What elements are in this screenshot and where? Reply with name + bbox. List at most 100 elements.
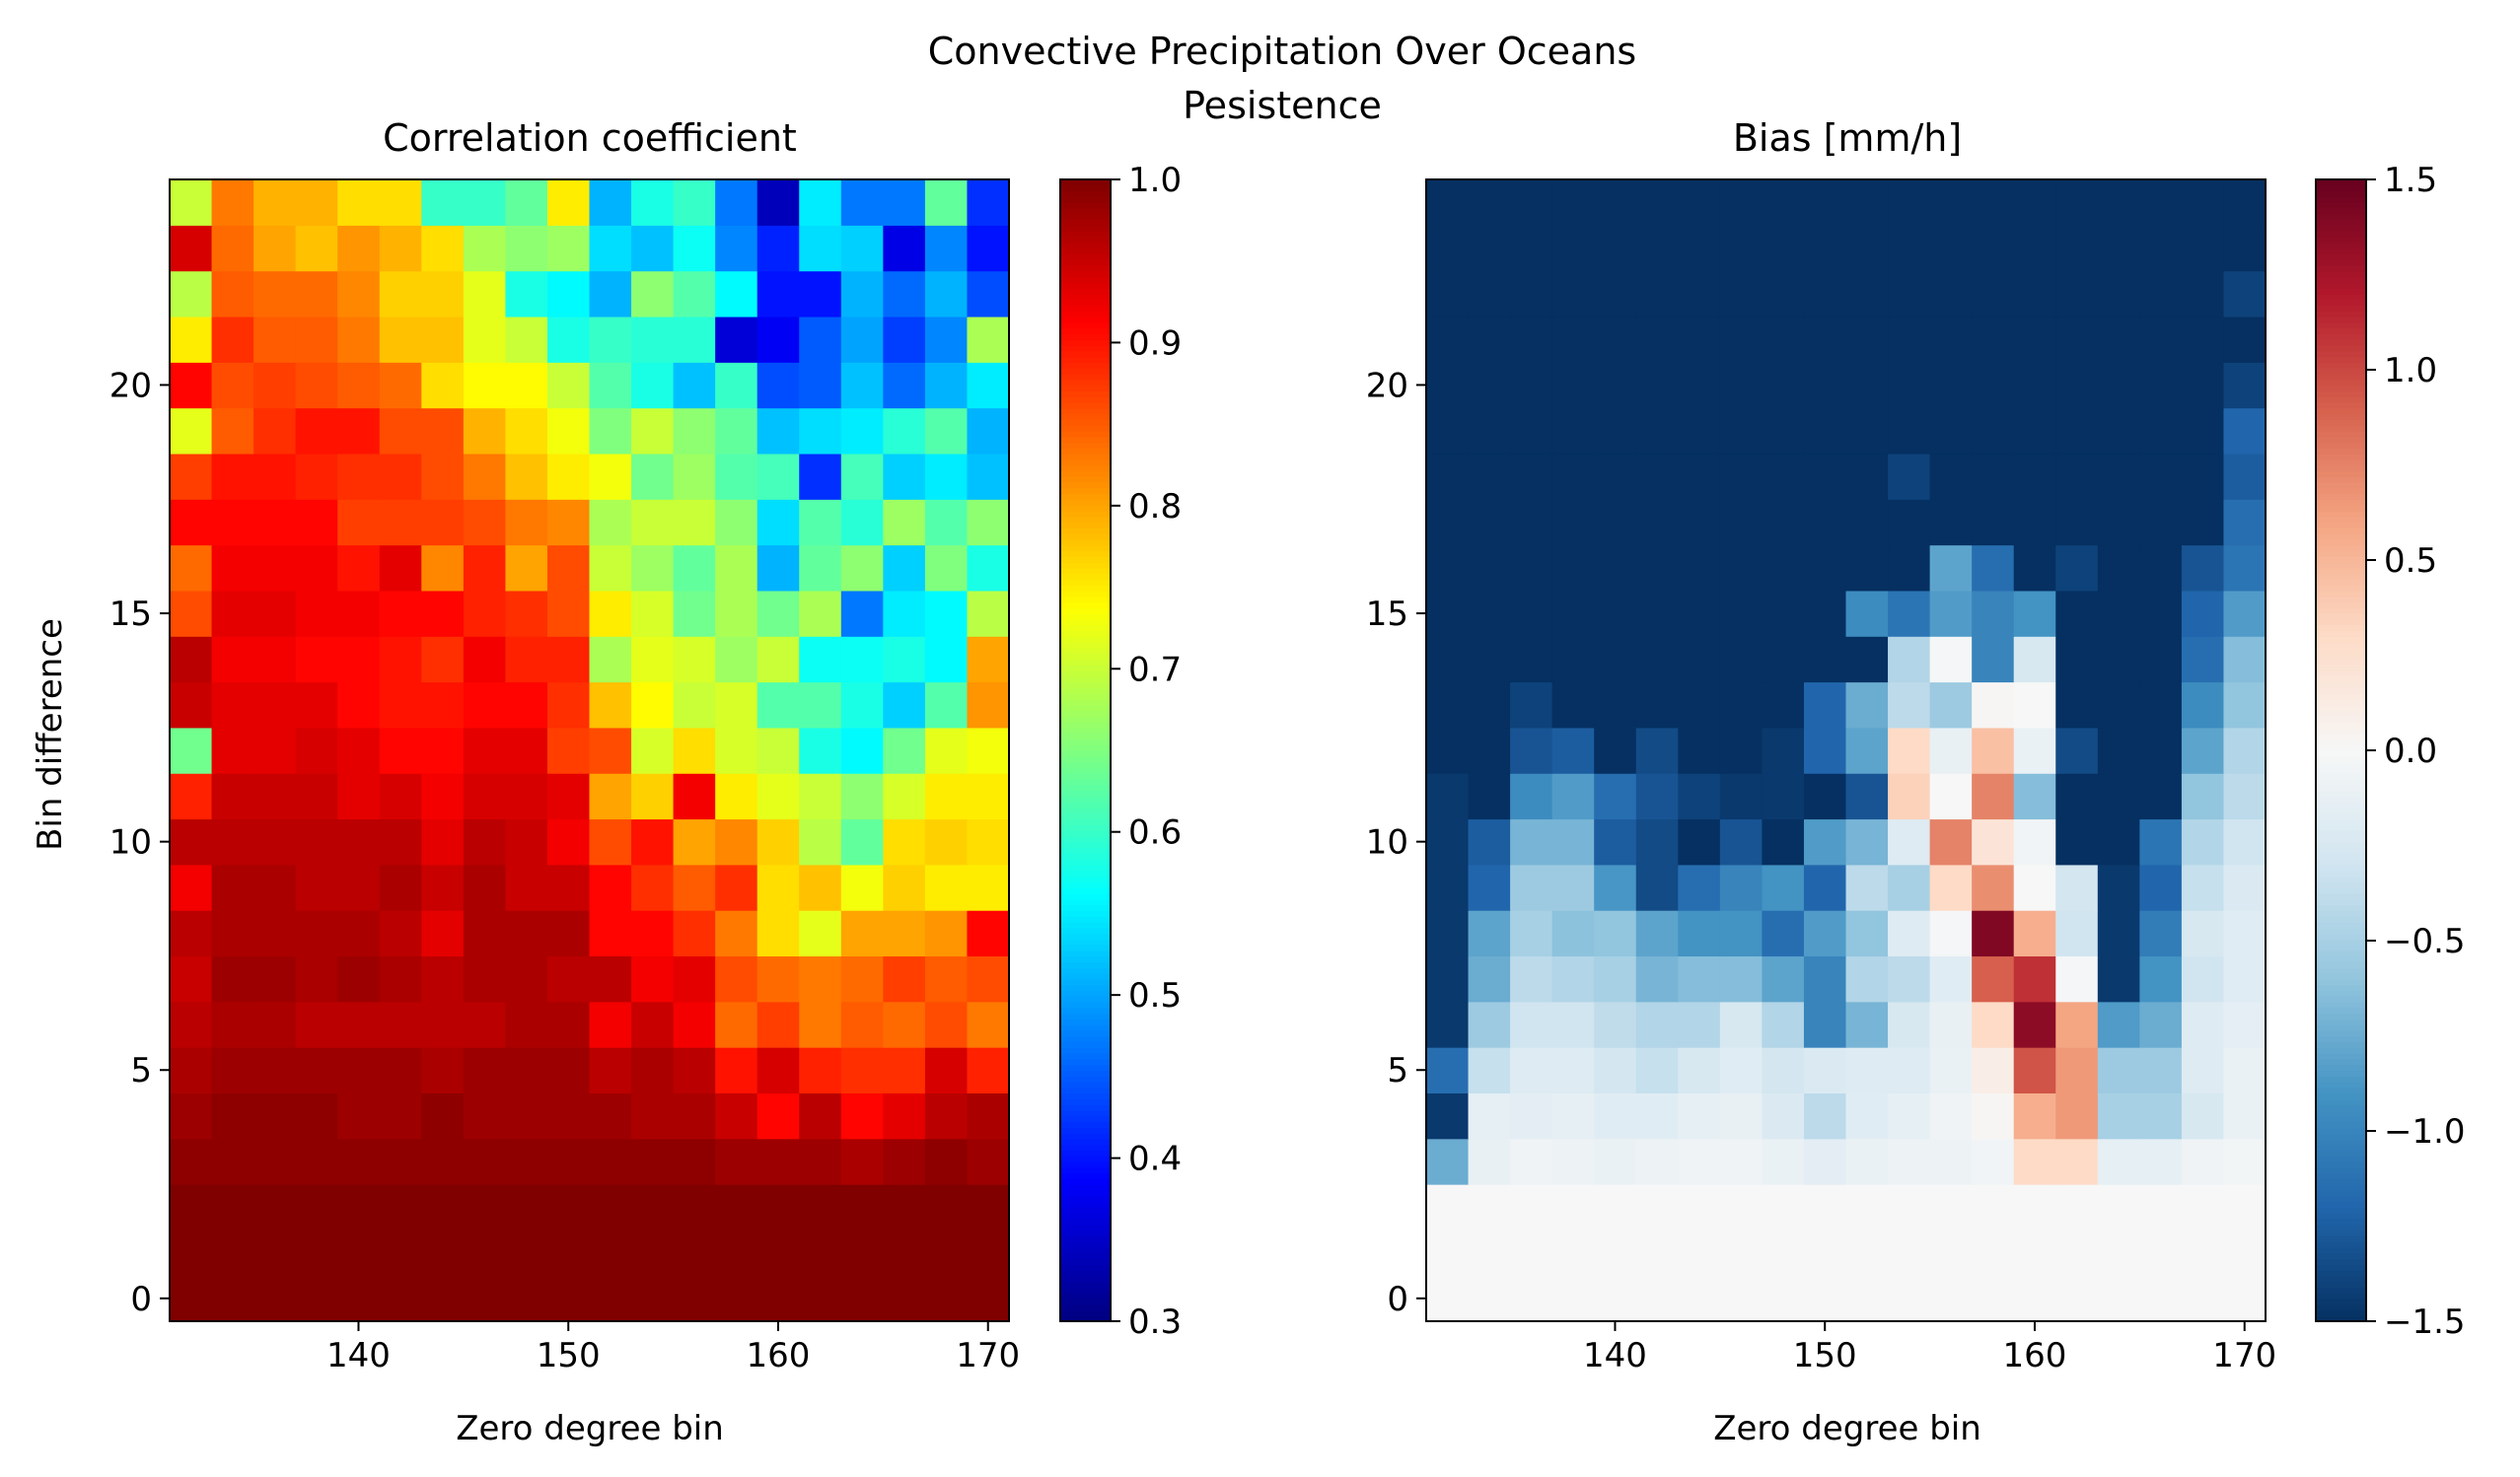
heatmap-cell — [253, 316, 297, 363]
heatmap-cell — [1972, 773, 2015, 820]
heatmap-cell — [1972, 727, 2015, 774]
heatmap-cell — [170, 316, 213, 363]
heatmap-cell — [1551, 270, 1595, 317]
heatmap-cell — [505, 1275, 548, 1322]
heatmap-cell — [2139, 1184, 2183, 1231]
colorbar-segment — [1060, 590, 1111, 598]
colorbar-segment — [2316, 333, 2366, 340]
heatmap-cell — [170, 1275, 213, 1322]
colorbar-segment — [1060, 293, 1111, 301]
heatmap-cell — [2097, 270, 2140, 317]
heatmap-cell — [2055, 955, 2099, 1003]
heatmap-cell — [840, 1184, 884, 1231]
colorbar-segment — [1060, 1156, 1111, 1162]
colorbar-segment — [2316, 299, 2366, 307]
colorbar-segment — [2316, 464, 2366, 472]
heatmap-cell — [1888, 270, 1931, 317]
colorbar-segment — [2316, 1007, 2366, 1015]
colorbar-segment — [2316, 1121, 2366, 1128]
heatmap-cell — [253, 1001, 297, 1048]
heatmap-cell — [1803, 681, 1847, 729]
heatmap-cell — [379, 590, 422, 637]
colorbar-segment — [2316, 944, 2366, 951]
colorbar-segment — [2316, 1293, 2366, 1300]
heatmap-cell — [170, 1138, 213, 1185]
heatmap-cell — [2013, 910, 2056, 957]
heatmap-cell — [1972, 544, 2015, 592]
colorbar-segment — [1060, 796, 1111, 803]
heatmap-cell — [840, 499, 884, 546]
colorbar-segment — [2316, 1064, 2366, 1072]
heatmap-cell — [1510, 727, 1553, 774]
colorbar-segment — [2316, 344, 2366, 352]
heatmap-cell — [421, 499, 465, 546]
colorbar-segment — [1060, 373, 1111, 381]
colorbar-segment — [2316, 750, 2366, 757]
heatmap-cell — [1594, 773, 1637, 820]
colorbar-segment — [2316, 179, 2366, 186]
heatmap-cell — [337, 270, 381, 317]
heatmap-cell — [463, 316, 506, 363]
colorbar-segment — [2316, 761, 2366, 769]
left-x-axis-label: Zero degree bin — [456, 1409, 724, 1448]
heatmap-cell — [715, 636, 758, 683]
heatmap-cell — [1762, 407, 1805, 455]
colorbar-segment — [2316, 1166, 2366, 1174]
y-tick-label: 0 — [1387, 1280, 1408, 1319]
heatmap-cell — [1719, 1184, 1763, 1231]
colorbar-segment — [1060, 824, 1111, 831]
colorbar-segment — [2316, 1201, 2366, 1208]
colorbar-segment — [2316, 939, 2366, 946]
heatmap-cell — [211, 590, 254, 637]
heatmap-cell — [1972, 910, 2015, 957]
heatmap-cell — [421, 1275, 465, 1322]
heatmap-cell — [1929, 955, 1973, 1003]
heatmap-cell — [756, 544, 800, 592]
colorbar-segment — [1060, 693, 1111, 700]
heatmap-cell — [505, 1230, 548, 1277]
heatmap-cell — [1845, 362, 1889, 409]
heatmap-cell — [379, 1230, 422, 1277]
heatmap-cell — [1635, 225, 1679, 272]
heatmap-cell — [2181, 955, 2225, 1003]
colorbar-tick-label: 0.7 — [1128, 650, 1182, 689]
colorbar-segment — [1060, 561, 1111, 569]
heatmap-cell — [337, 1230, 381, 1277]
heatmap-cell — [211, 453, 254, 500]
colorbar-segment — [2316, 430, 2366, 438]
heatmap-cell — [1426, 910, 1470, 957]
colorbar-segment — [2316, 1035, 2366, 1043]
heatmap-cell — [505, 910, 548, 957]
heatmap-cell — [631, 362, 675, 409]
heatmap-cell — [715, 1001, 758, 1048]
heatmap-cell — [1594, 636, 1637, 683]
colorbar-segment — [2316, 790, 2366, 798]
colorbar-segment — [1060, 407, 1111, 415]
colorbar-segment — [1060, 647, 1111, 655]
heatmap-cell — [295, 1230, 338, 1277]
heatmap-cell — [840, 544, 884, 592]
colorbar-segment — [2316, 921, 2366, 929]
colorbar-segment — [2316, 876, 2366, 882]
heatmap-cell — [1551, 179, 1595, 226]
heatmap-cell — [337, 362, 381, 409]
heatmap-cell — [2055, 1001, 2099, 1048]
heatmap-cell — [170, 225, 213, 272]
heatmap-cell — [2013, 1184, 2056, 1231]
heatmap-cell — [1635, 499, 1679, 546]
heatmap-cell — [756, 1047, 800, 1093]
heatmap-cell — [967, 544, 1010, 592]
heatmap-cell — [924, 864, 969, 911]
heatmap-cell — [840, 590, 884, 637]
heatmap-cell — [463, 1001, 506, 1048]
heatmap-cell — [2181, 1230, 2225, 1277]
heatmap-cell — [1719, 544, 1763, 592]
heatmap-cell — [2013, 590, 2056, 637]
heatmap-cell — [1972, 270, 2015, 317]
heatmap-cell — [170, 1184, 213, 1231]
heatmap-cell — [1678, 910, 1721, 957]
heatmap-cell — [883, 499, 926, 546]
heatmap-cell — [1845, 179, 1889, 226]
heatmap-cell — [1678, 773, 1721, 820]
